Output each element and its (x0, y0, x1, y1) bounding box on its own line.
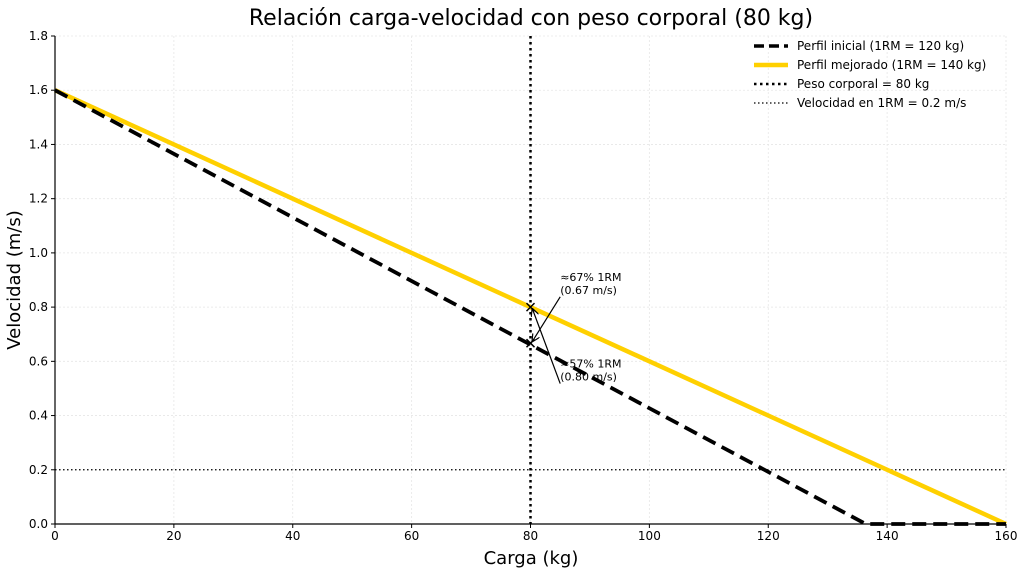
x-axis-label: Carga (kg) (484, 548, 579, 569)
annotation-arrow (533, 296, 561, 341)
x-tick-label: 80 (523, 529, 538, 543)
annotation-text: ≈57% 1RM (560, 358, 621, 371)
legend-entry-bodyweight: Peso corporal = 80 kg (754, 77, 929, 91)
y-tick-label: 1.0 (29, 246, 48, 260)
reference-lines (55, 36, 1006, 524)
legend-label: Peso corporal = 80 kg (797, 77, 929, 91)
annotations: ≈67% 1RM(0.67 m/s) ≈57% 1RM(0.80 m/s) (533, 271, 622, 384)
legend-entry-improved-profile: Perfil mejorado (1RM = 140 kg) (754, 58, 986, 72)
x-tick-label: 120 (757, 529, 780, 543)
annotation-text: (0.80 m/s) (560, 371, 617, 384)
x-tick-label: 20 (166, 529, 181, 543)
x-tick-label: 60 (404, 529, 419, 543)
chart-title: Relación carga-velocidad con peso corpor… (249, 6, 813, 31)
y-tick-label: 0.4 (29, 409, 48, 423)
annotation-text: (0.67 m/s) (560, 284, 617, 297)
x-tick-label: 160 (995, 529, 1018, 543)
y-axis-label: Velocidad (m/s) (4, 210, 25, 350)
x-tick-label: 40 (285, 529, 300, 543)
y-tick-label: 0.8 (29, 300, 48, 314)
tick-labels: 0 20 40 60 80 100 120 140 160 0.0 0.2 0.4 0.6 0.8 1.0 1… (29, 29, 1018, 543)
x-tick-label: 100 (638, 529, 661, 543)
y-tick-label: 0.0 (29, 517, 48, 531)
annotation-text: ≈67% 1RM (560, 271, 621, 284)
y-tick-label: 0.6 (29, 354, 48, 368)
x-marker-stroke (525, 302, 536, 312)
y-tick-label: 1.2 (29, 192, 48, 206)
legend-entry-velocity-1rm: Velocidad en 1RM = 0.2 m/s (754, 96, 966, 110)
legend-entry-initial-profile: Perfil inicial (1RM = 120 kg) (754, 39, 964, 53)
annotation-arrow (533, 309, 561, 384)
legend-label: Velocidad en 1RM = 0.2 m/s (797, 96, 966, 110)
x-tick-label: 140 (876, 529, 899, 543)
y-tick-label: 1.6 (29, 83, 48, 97)
y-tick-label: 0.2 (29, 463, 48, 477)
legend-label: Perfil inicial (1RM = 120 kg) (797, 39, 964, 53)
legend-label: Perfil mejorado (1RM = 140 kg) (797, 58, 986, 72)
y-tick-label: 1.4 (29, 137, 48, 151)
y-tick-label: 1.8 (29, 29, 48, 43)
x-tick-label: 0 (51, 529, 59, 543)
legend: Perfil inicial (1RM = 120 kg) Perfil mejo… (754, 39, 986, 110)
